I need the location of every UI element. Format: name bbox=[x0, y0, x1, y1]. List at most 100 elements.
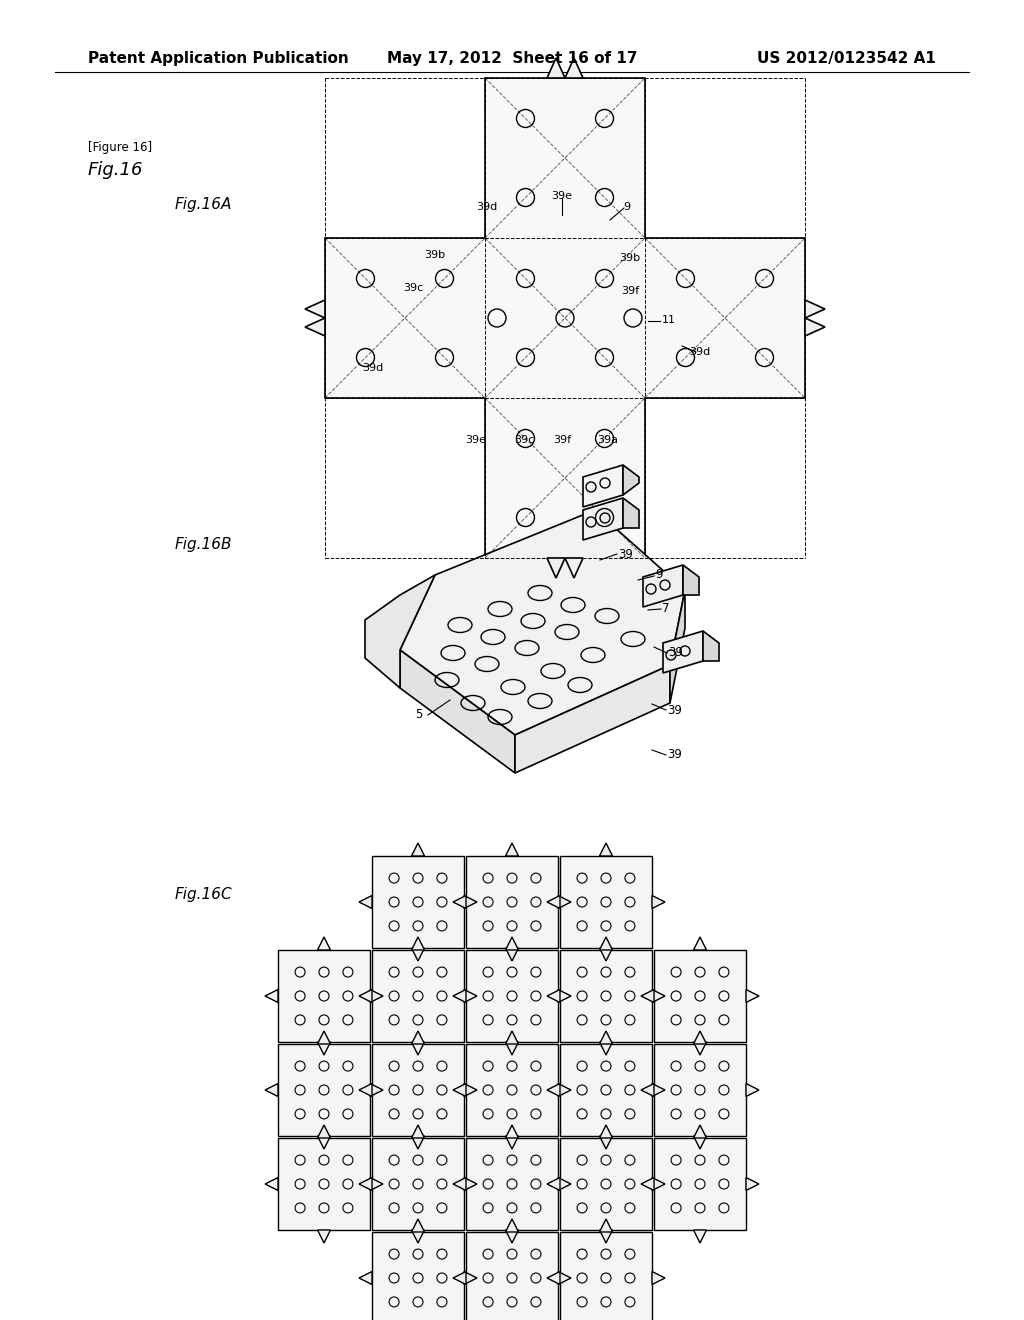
Polygon shape bbox=[599, 1137, 612, 1148]
Polygon shape bbox=[412, 1041, 425, 1055]
Text: 39b: 39b bbox=[424, 249, 445, 260]
Polygon shape bbox=[558, 1177, 571, 1191]
Text: Patent Application Publication: Patent Application Publication bbox=[88, 50, 349, 66]
Polygon shape bbox=[400, 649, 515, 774]
Polygon shape bbox=[506, 1031, 518, 1044]
Text: Fig.16A: Fig.16A bbox=[175, 198, 232, 213]
Text: 39d: 39d bbox=[689, 347, 711, 356]
Polygon shape bbox=[652, 1177, 665, 1191]
Text: 39e: 39e bbox=[552, 191, 572, 201]
Text: 9: 9 bbox=[624, 202, 631, 213]
Polygon shape bbox=[359, 895, 372, 908]
Text: 39d: 39d bbox=[362, 363, 384, 374]
Polygon shape bbox=[547, 1177, 560, 1191]
Polygon shape bbox=[693, 1137, 707, 1148]
Polygon shape bbox=[506, 1137, 518, 1148]
Text: 39: 39 bbox=[618, 548, 633, 561]
Polygon shape bbox=[453, 1271, 466, 1284]
Polygon shape bbox=[464, 895, 477, 908]
Text: Fig.16C: Fig.16C bbox=[175, 887, 232, 903]
Polygon shape bbox=[453, 1084, 466, 1097]
Polygon shape bbox=[652, 1271, 665, 1284]
Polygon shape bbox=[466, 950, 558, 1041]
Text: 39c: 39c bbox=[402, 282, 423, 293]
Polygon shape bbox=[412, 948, 425, 961]
Polygon shape bbox=[599, 1125, 612, 1138]
Polygon shape bbox=[506, 1041, 518, 1055]
Polygon shape bbox=[623, 465, 639, 495]
Polygon shape bbox=[506, 1218, 518, 1232]
Polygon shape bbox=[372, 1138, 464, 1230]
Text: 39: 39 bbox=[667, 748, 682, 762]
Text: 39c: 39c bbox=[514, 436, 535, 445]
Polygon shape bbox=[558, 895, 571, 908]
Text: 39: 39 bbox=[667, 704, 682, 717]
Polygon shape bbox=[506, 1230, 518, 1243]
Polygon shape bbox=[412, 843, 425, 855]
Polygon shape bbox=[623, 498, 639, 528]
Polygon shape bbox=[641, 1177, 654, 1191]
Polygon shape bbox=[641, 1084, 654, 1097]
Polygon shape bbox=[558, 1271, 571, 1284]
Polygon shape bbox=[412, 1218, 425, 1232]
Polygon shape bbox=[746, 990, 759, 1002]
Polygon shape bbox=[305, 318, 325, 337]
Polygon shape bbox=[654, 950, 746, 1041]
Polygon shape bbox=[643, 565, 683, 607]
Polygon shape bbox=[372, 1044, 464, 1137]
Polygon shape bbox=[265, 1177, 278, 1191]
Text: Fig.16: Fig.16 bbox=[88, 161, 143, 180]
Polygon shape bbox=[370, 1177, 383, 1191]
Polygon shape bbox=[599, 937, 612, 950]
Polygon shape bbox=[412, 1137, 425, 1148]
Polygon shape bbox=[412, 1031, 425, 1044]
Polygon shape bbox=[278, 950, 370, 1041]
Polygon shape bbox=[453, 990, 466, 1002]
Polygon shape bbox=[317, 1137, 331, 1148]
Polygon shape bbox=[412, 1125, 425, 1138]
Text: May 17, 2012  Sheet 16 of 17: May 17, 2012 Sheet 16 of 17 bbox=[387, 50, 637, 66]
Polygon shape bbox=[372, 1232, 464, 1320]
Polygon shape bbox=[265, 990, 278, 1002]
Polygon shape bbox=[412, 937, 425, 950]
Polygon shape bbox=[670, 590, 685, 704]
Polygon shape bbox=[547, 1271, 560, 1284]
Polygon shape bbox=[547, 990, 560, 1002]
Polygon shape bbox=[372, 950, 464, 1041]
Text: US 2012/0123542 A1: US 2012/0123542 A1 bbox=[757, 50, 936, 66]
Polygon shape bbox=[278, 1044, 370, 1137]
Polygon shape bbox=[565, 58, 583, 78]
Polygon shape bbox=[560, 1138, 652, 1230]
Polygon shape bbox=[547, 558, 565, 578]
Text: 39f: 39f bbox=[553, 436, 571, 445]
Polygon shape bbox=[464, 990, 477, 1002]
Polygon shape bbox=[317, 937, 331, 950]
Polygon shape bbox=[558, 990, 571, 1002]
Polygon shape bbox=[599, 1041, 612, 1055]
Polygon shape bbox=[317, 1031, 331, 1044]
Polygon shape bbox=[317, 1230, 331, 1243]
Polygon shape bbox=[506, 1125, 518, 1138]
Polygon shape bbox=[370, 1084, 383, 1097]
Polygon shape bbox=[400, 510, 685, 735]
Polygon shape bbox=[652, 990, 665, 1002]
Polygon shape bbox=[693, 937, 707, 950]
Polygon shape bbox=[453, 895, 466, 908]
Text: 39e: 39e bbox=[466, 436, 486, 445]
Polygon shape bbox=[583, 498, 623, 540]
Text: [Figure 16]: [Figure 16] bbox=[88, 141, 153, 154]
Polygon shape bbox=[693, 1041, 707, 1055]
Polygon shape bbox=[746, 1177, 759, 1191]
Polygon shape bbox=[599, 1031, 612, 1044]
Polygon shape bbox=[278, 1138, 370, 1230]
Polygon shape bbox=[547, 58, 565, 78]
Polygon shape bbox=[466, 855, 558, 948]
Polygon shape bbox=[372, 855, 464, 948]
Text: 7: 7 bbox=[662, 602, 670, 615]
Polygon shape bbox=[265, 1084, 278, 1097]
Polygon shape bbox=[683, 565, 699, 595]
Polygon shape bbox=[453, 1177, 466, 1191]
Polygon shape bbox=[583, 465, 623, 507]
Polygon shape bbox=[365, 576, 435, 688]
Polygon shape bbox=[599, 1218, 612, 1232]
